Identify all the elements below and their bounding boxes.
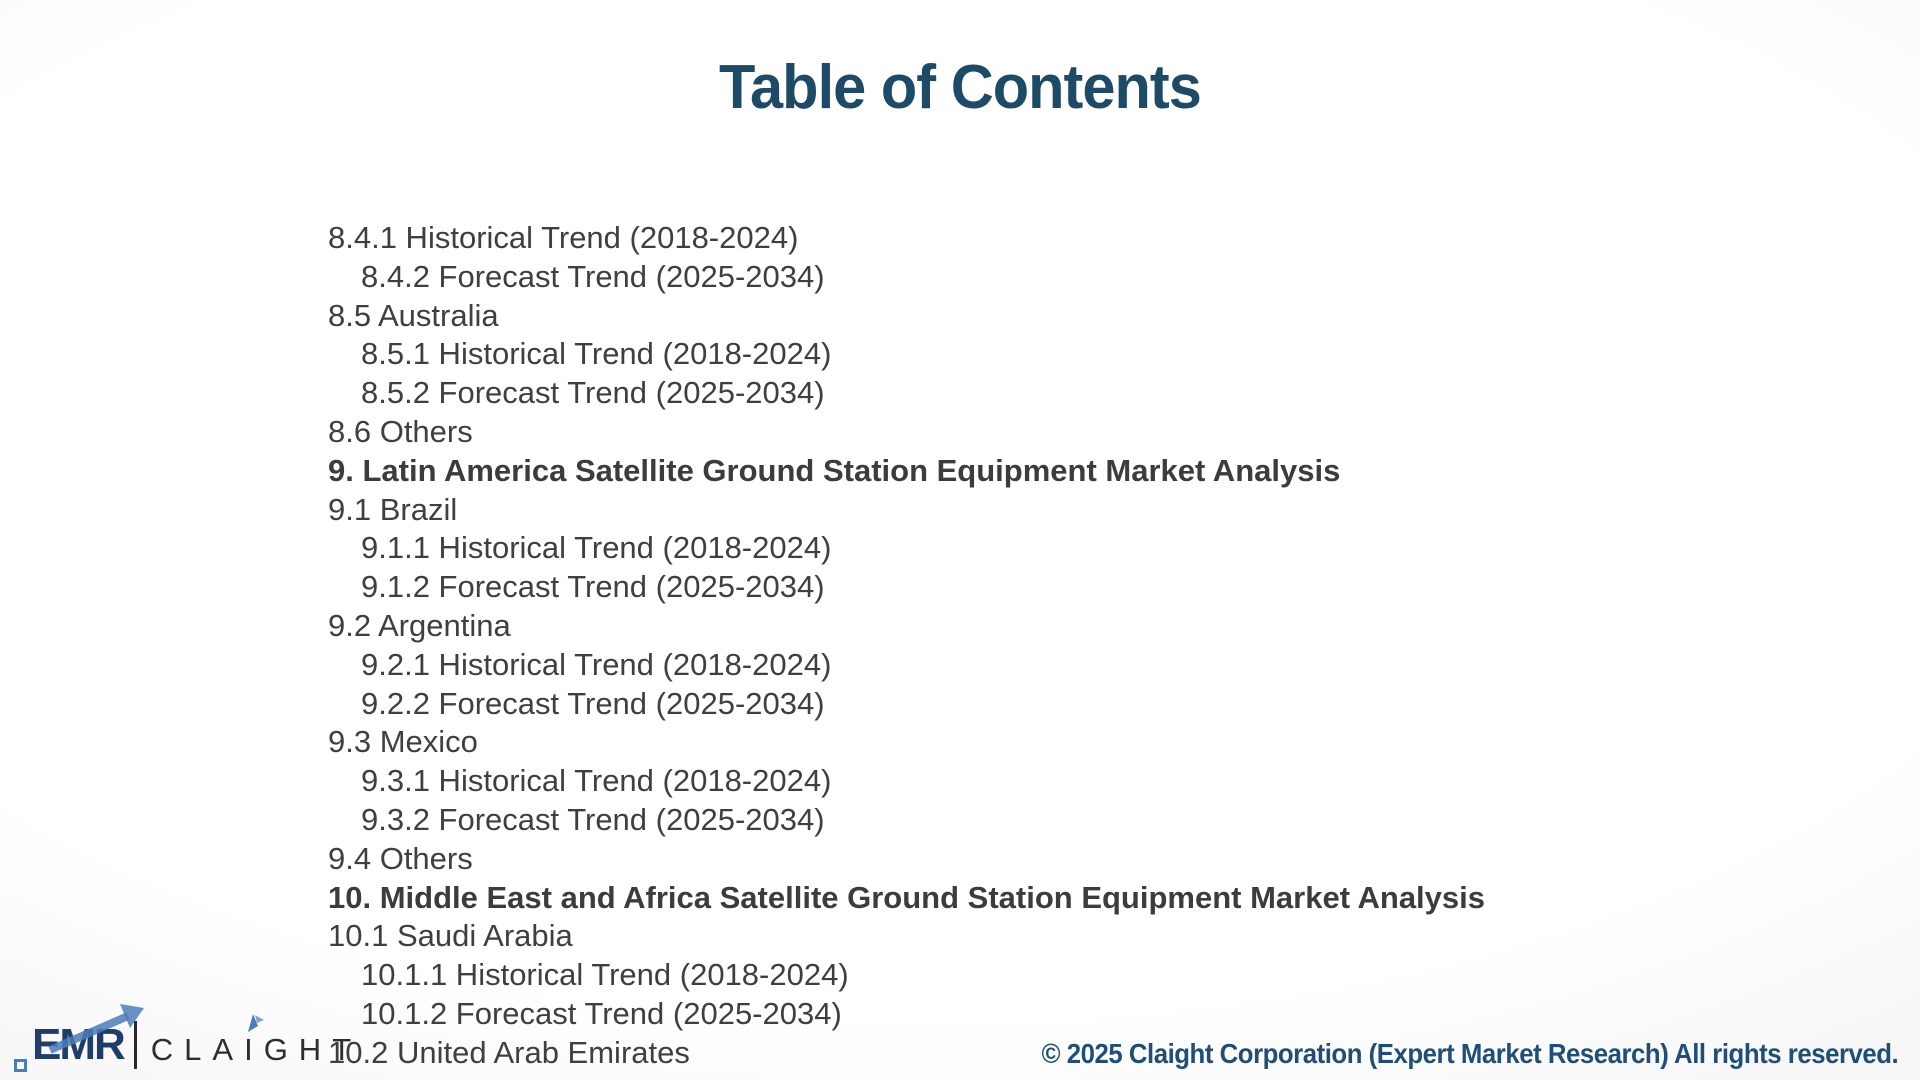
toc-entry: 9.2 Argentina <box>328 607 511 643</box>
toc-entry: 8.5.1 Historical Trend (2018-2024) <box>361 336 832 372</box>
toc-entry: 8.6 Others <box>328 413 473 449</box>
copyright-text: © 2025 Claight Corporation (Expert Marke… <box>1041 1038 1898 1069</box>
toc-entry: 10.1.2 Forecast Trend (2025-2034) <box>361 995 842 1031</box>
toc-entry: 10.1 Saudi Arabia <box>328 918 573 954</box>
toc-entry: 9.3.1 Historical Trend (2018-2024) <box>361 763 832 799</box>
toc-entry: 10. Middle East and Africa Satellite Gro… <box>328 879 1486 915</box>
toc-entry: 9.1.1 Historical Trend (2018-2024) <box>361 530 832 566</box>
emr-logo-text: EMR <box>32 1020 126 1069</box>
toc-entry: 10.1.1 Historical Trend (2018-2024) <box>361 957 849 993</box>
toc-entry: 9.3 Mexico <box>328 724 478 760</box>
table-of-contents-list: 8.4.1 Historical Trend (2018-2024) 8.4.2 … <box>328 219 1485 1073</box>
toc-entry: 8.4.1 Historical Trend (2018-2024) <box>328 220 799 255</box>
toc-entry: 8.5.2 Forecast Trend (2025-2034) <box>361 375 825 411</box>
toc-entry: 9.1.2 Forecast Trend (2025-2034) <box>361 569 825 605</box>
toc-entry: 9.4 Others <box>328 840 473 876</box>
emr-claight-logo: EMR CLAIGHT <box>14 1004 363 1076</box>
logo-divider <box>133 1021 137 1069</box>
logo-square-icon <box>14 1059 27 1072</box>
claight-logo-text: CLAIGHT <box>150 1032 363 1067</box>
toc-entry: 9.1 Brazil <box>328 491 458 527</box>
page-title: Table of Contents <box>719 53 1202 122</box>
toc-entry: 8.5 Australia <box>328 297 499 333</box>
claight-dart-icon <box>247 1014 264 1032</box>
toc-entry: 9. Latin America Satellite Ground Statio… <box>328 452 1341 488</box>
toc-entry: 9.3.2 Forecast Trend (2025-2034) <box>361 801 825 837</box>
toc-entry: 10.2 United Arab Emirates <box>328 1034 690 1070</box>
emr-logo: EMR <box>14 1004 144 1072</box>
toc-entry: 8.4.2 Forecast Trend (2025-2034) <box>361 258 825 294</box>
claight-logo: CLAIGHT <box>150 1014 363 1068</box>
toc-entry: 9.2.1 Historical Trend (2018-2024) <box>361 646 832 682</box>
toc-entry: 9.2.2 Forecast Trend (2025-2034) <box>361 685 825 721</box>
